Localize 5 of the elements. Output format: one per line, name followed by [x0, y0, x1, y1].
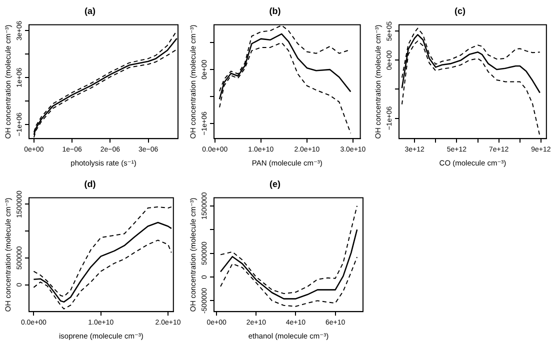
chart-title: (a) [84, 6, 96, 16]
chart-title: (c) [454, 6, 466, 16]
chart-title: (d) [84, 178, 96, 189]
chart-title: (e) [270, 178, 280, 189]
chart-title: (b) [269, 6, 281, 16]
